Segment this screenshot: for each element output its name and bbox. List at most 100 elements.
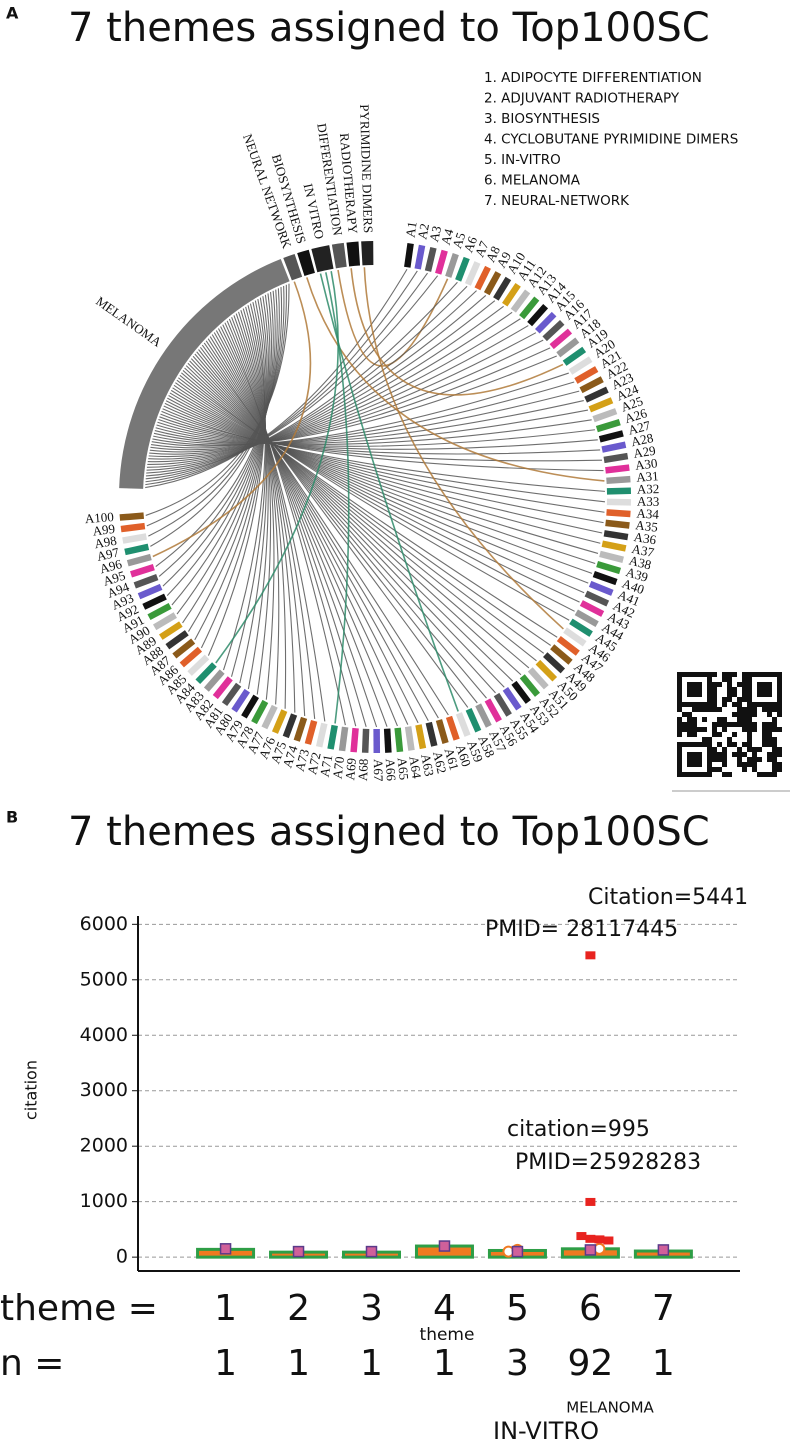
qr-module <box>682 722 687 727</box>
chord <box>222 324 346 726</box>
article-label: A39 <box>624 564 650 585</box>
article-bar <box>574 366 599 384</box>
qr-module <box>687 712 692 717</box>
qr-module <box>737 722 742 727</box>
qr-module <box>727 722 732 727</box>
article-label: A2 <box>414 222 432 240</box>
qr-module <box>777 752 782 757</box>
article-bar <box>179 646 203 668</box>
article-label: A69 <box>342 757 359 781</box>
qr-module <box>767 712 772 717</box>
chord <box>319 273 459 712</box>
chords <box>145 267 606 728</box>
qr-module <box>742 762 747 767</box>
annotation: PMID=25928283 <box>515 1150 701 1175</box>
qr-module <box>752 707 757 712</box>
article-bar <box>493 276 512 301</box>
qr-module <box>687 757 692 762</box>
article-label: A1 <box>403 221 420 239</box>
chord <box>203 342 439 719</box>
chord <box>217 328 367 727</box>
article-bar <box>241 694 259 719</box>
chord <box>226 320 316 720</box>
qr-module <box>762 722 767 727</box>
qr-module <box>697 672 702 677</box>
article-label: A65 <box>395 757 412 781</box>
chord <box>306 277 605 482</box>
x-tick-label: 1 <box>214 1288 237 1329</box>
qr-module <box>702 727 707 732</box>
article-bar <box>483 271 502 296</box>
article-bar <box>603 452 629 464</box>
chord <box>175 382 585 594</box>
qr-module <box>742 687 747 692</box>
qr-module <box>742 707 747 712</box>
qr-module <box>767 757 772 762</box>
qr-module <box>722 672 727 677</box>
article-bar <box>579 600 605 617</box>
article-label: A66 <box>383 758 399 782</box>
qr-module <box>777 697 782 702</box>
chord <box>172 387 593 574</box>
qr-module <box>722 722 727 727</box>
qr-module <box>742 672 747 677</box>
qr-module <box>717 732 722 737</box>
qr-module <box>747 672 752 677</box>
qr-module <box>747 687 752 692</box>
article-bar <box>574 609 599 628</box>
qr-module <box>777 677 782 682</box>
x-tick-label: 2 <box>287 1288 310 1329</box>
qr-module <box>697 757 702 762</box>
qr-module <box>707 742 712 747</box>
qr-module <box>697 742 702 747</box>
article-bar <box>601 540 627 552</box>
article-bar <box>122 533 147 544</box>
article-bar <box>596 560 622 575</box>
article-label: A31 <box>636 468 659 485</box>
qr-module <box>772 767 777 772</box>
article-bar <box>534 311 557 334</box>
qr-module <box>742 712 747 717</box>
article-bar <box>605 519 630 529</box>
article-label: A99 <box>92 521 116 539</box>
qr-module <box>707 767 712 772</box>
chord <box>224 322 326 722</box>
chord <box>146 284 287 527</box>
article-label: A8 <box>483 244 503 265</box>
qr-module <box>677 707 682 712</box>
article-label: A7 <box>472 238 492 259</box>
chord <box>213 332 388 727</box>
qr-module <box>677 697 682 702</box>
qr-module <box>762 732 767 737</box>
qr-module <box>702 672 707 677</box>
qr-module <box>777 727 782 732</box>
article-label: A27 <box>627 417 653 437</box>
qr-module <box>707 757 712 762</box>
qr-module <box>682 727 687 732</box>
article-bar <box>550 644 573 665</box>
article-label: A60 <box>453 742 474 768</box>
article-bar <box>584 590 610 607</box>
qr-module <box>747 697 752 702</box>
article-bar <box>603 530 629 541</box>
qr-module <box>707 747 712 752</box>
qr-module <box>737 707 742 712</box>
qr-module <box>732 722 737 727</box>
article-bar <box>527 303 549 327</box>
article-bar <box>142 593 167 610</box>
article-label: A3 <box>426 224 444 243</box>
qr-module <box>732 702 737 707</box>
qr-module <box>767 672 772 677</box>
theme-arc <box>283 253 303 281</box>
legend-entry: 7. NEURAL-NETWORK <box>484 193 630 209</box>
chord <box>163 405 606 503</box>
qr-module <box>752 727 757 732</box>
qr-module <box>697 682 702 687</box>
chord <box>170 389 596 565</box>
article-bar <box>455 712 471 737</box>
qr-module <box>772 672 777 677</box>
article-bar <box>271 709 288 734</box>
chord <box>152 372 569 446</box>
x-tick-label: 5 <box>506 1288 529 1329</box>
